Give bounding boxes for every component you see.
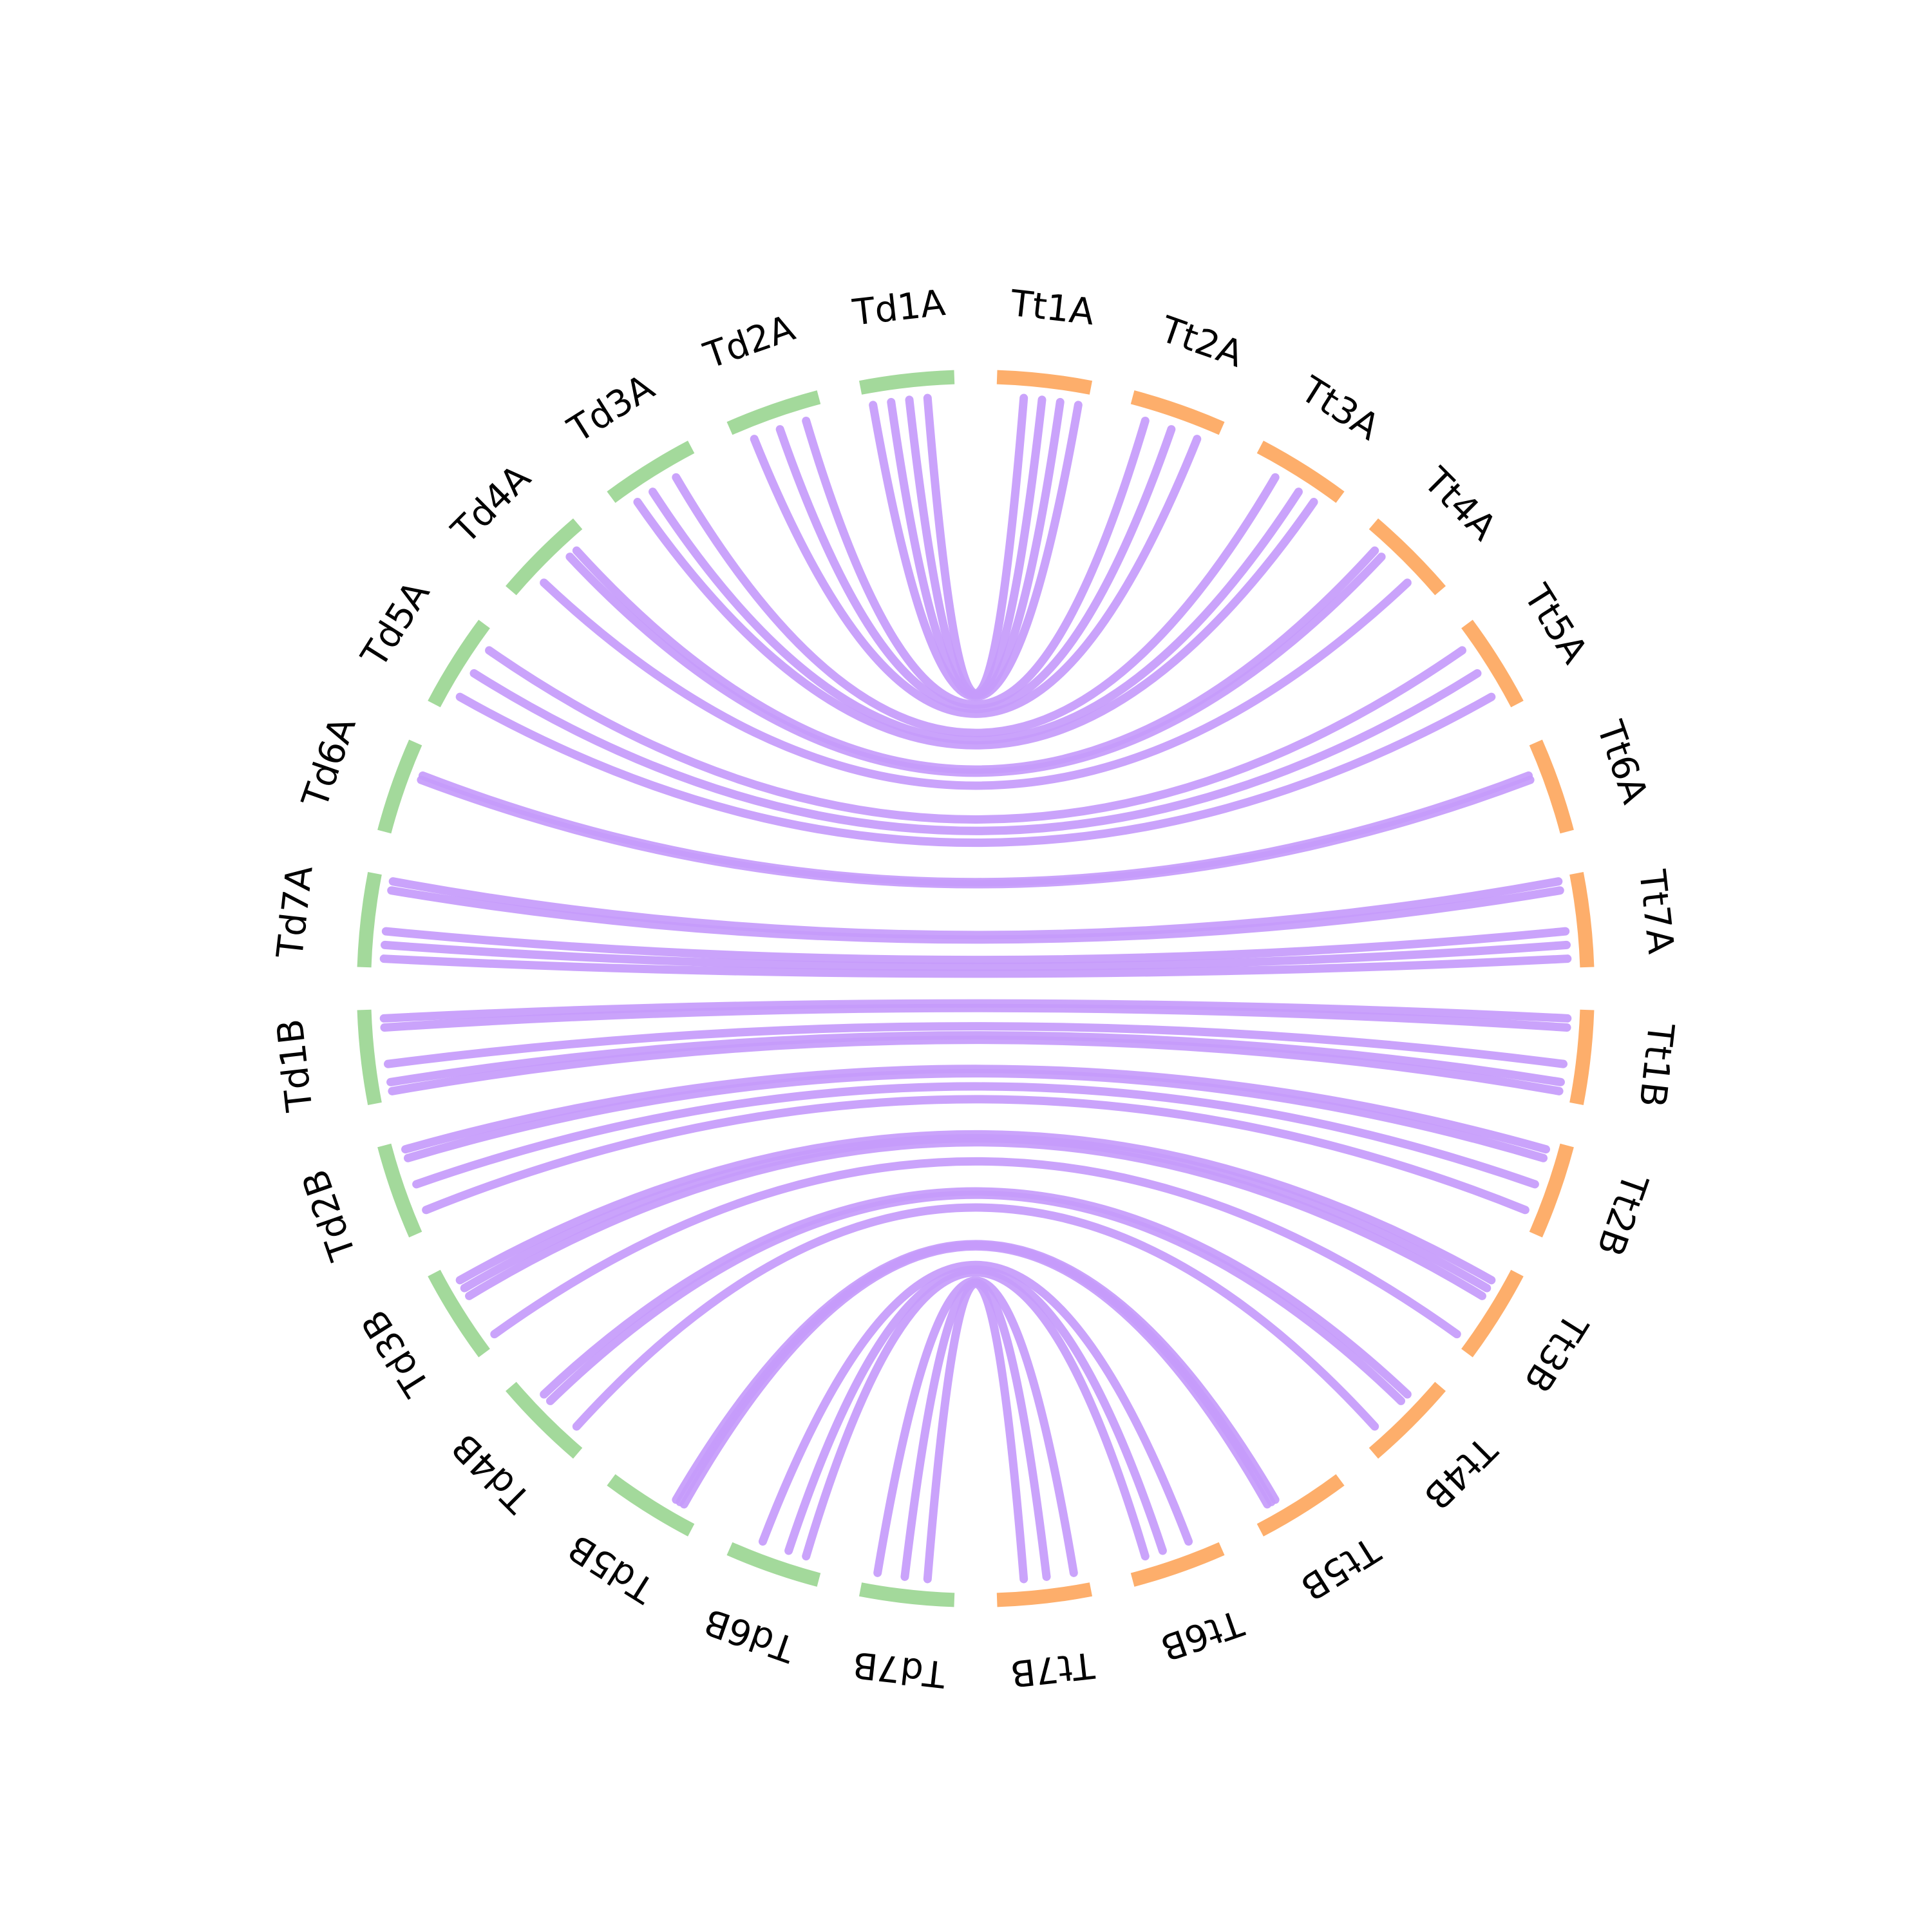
segment-arc-tt7b (996, 1582, 1093, 1607)
segments-layer (357, 370, 1595, 1607)
segment-label-td2b: Td2B (294, 1164, 365, 1266)
segment-label-td3b: Td3B (354, 1303, 439, 1404)
segment-label-tt2b: Tt2B (1589, 1168, 1656, 1261)
segment-arc-tt4a (1368, 518, 1446, 596)
segment-label-td7a: Td7A (269, 864, 321, 961)
segment-arc-tt2b (1529, 1143, 1574, 1238)
segment-arc-td7a (357, 871, 382, 968)
segment-arc-tt1a (996, 370, 1093, 395)
segment-arc-tt2a (1130, 390, 1225, 435)
segment-label-tt7a: Tt7A (1631, 867, 1681, 956)
segment-label-tt1a: Tt1A (1008, 283, 1097, 334)
link-td5b-tt5b-41 (679, 1242, 1272, 1509)
segment-label-tt6a: Tt6A (1588, 715, 1656, 809)
segment-label-td5a: Td5A (353, 574, 438, 675)
segment-label-tt4a: Tt4A (1415, 459, 1504, 549)
segment-label-tt5a: Tt5A (1515, 577, 1596, 671)
link-td5a-tt5a-13 (485, 646, 1466, 824)
segment-arc-td2a (726, 390, 821, 435)
segment-arc-td4b (506, 1381, 583, 1459)
segment-label-tt2a: Tt2A (1155, 308, 1248, 376)
link-td2b-tt2b-31 (422, 1095, 1530, 1215)
segment-label-td4b: Td4B (444, 1425, 539, 1520)
segment-arc-td7b (858, 1582, 955, 1607)
segment-label-td4a: Td4A (444, 457, 539, 552)
link-td1b-tt1b-27 (379, 999, 1572, 1023)
link-td4b-tt4b-38 (572, 1203, 1379, 1431)
link-td2a-tt2a-5 (802, 416, 1150, 709)
link-td3a-tt3a-9 (672, 473, 1280, 737)
segment-arc-td6a (377, 739, 422, 834)
segment-arc-tt5a (1461, 620, 1524, 708)
link-td1b-tt1b-25 (383, 1022, 1568, 1068)
segment-arc-td6b (726, 1542, 821, 1587)
segment-label-td7b: Td7B (851, 1643, 948, 1695)
segment-label-tt7b: Tt7B (1009, 1643, 1097, 1694)
link-td3a-tt3a-7 (633, 498, 1318, 750)
segment-arc-td5a (428, 620, 490, 708)
links-layer (379, 393, 1572, 1584)
segment-arc-td1b (357, 1009, 382, 1106)
link-td2a-tt2a-6 (750, 435, 1202, 718)
link-td2b-tt2b-28 (401, 1065, 1550, 1154)
segment-arc-td2b (377, 1143, 422, 1238)
link-td7a-tt7a-18 (379, 954, 1572, 978)
segment-arc-tt3b (1461, 1269, 1524, 1358)
segment-arc-tt7a (1569, 871, 1595, 968)
segment-arc-td3a (607, 440, 695, 503)
link-td4a-tt4a-10 (540, 578, 1412, 790)
segment-arc-td3b (428, 1269, 490, 1358)
link-td1b-tt1b-24 (386, 1031, 1565, 1086)
segment-label-tt5b: Tt5B (1293, 1528, 1387, 1609)
link-td7a-tt7a-22 (388, 877, 1563, 940)
segment-label-td1b: Td1B (269, 1017, 321, 1114)
link-td6b-tt6b-44 (802, 1268, 1150, 1561)
link-td6b-tt6b-42 (758, 1261, 1193, 1546)
link-td3b-tt3b-35 (490, 1157, 1461, 1339)
segment-arc-tt6b (1130, 1542, 1225, 1587)
segment-arc-td1a (858, 370, 955, 395)
segment-arc-tt6a (1529, 739, 1574, 834)
segment-label-td6a: Td6A (294, 712, 365, 813)
link-td7a-tt7a-21 (387, 886, 1564, 944)
segment-arc-tt4b (1368, 1381, 1446, 1459)
link-td6a-tt6a-17 (417, 775, 1535, 889)
segment-label-tt3b: Tt3B (1515, 1305, 1596, 1399)
link-td1b-tt1b-26 (380, 1003, 1571, 1032)
segment-label-td5b: Td5B (561, 1526, 662, 1611)
segment-label-td6b: Td6B (699, 1600, 800, 1670)
link-td7b-tt7b-46 (900, 1278, 1051, 1581)
segment-label-tt6b: Tt6B (1155, 1601, 1249, 1669)
segment-arc-tt1b (1569, 1009, 1595, 1106)
segment-label-td2a: Td2A (698, 307, 800, 377)
link-td1a-tt1a-3 (923, 393, 1028, 698)
link-td4a-tt4a-12 (572, 546, 1379, 774)
segment-arc-td5b (607, 1474, 695, 1537)
link-td2b-tt2b-30 (412, 1082, 1539, 1189)
segment-label-tt1b: Tt1B (1631, 1021, 1681, 1110)
link-td6b-tt6b-43 (784, 1265, 1167, 1555)
segment-arc-tt3a (1256, 440, 1345, 503)
link-td5a-tt5a-15 (455, 692, 1496, 848)
link-td2b-tt2b-29 (403, 1069, 1548, 1162)
link-td5a-tt5a-14 (469, 669, 1482, 835)
link-td4b-tt4b-36 (540, 1187, 1412, 1399)
link-td4b-tt4b-37 (545, 1190, 1406, 1405)
segment-arc-tt5b (1256, 1474, 1345, 1537)
segment-label-tt4b: Tt4B (1416, 1428, 1505, 1517)
link-td2a-tt2a-4 (775, 425, 1176, 714)
segment-label-td1a: Td1A (850, 282, 947, 334)
link-td7a-tt7a-20 (381, 927, 1570, 965)
segment-label-td3a: Td3A (560, 366, 661, 451)
link-td7b-tt7b-47 (923, 1279, 1028, 1584)
link-td3a-tt3a-8 (649, 488, 1303, 744)
segment-arc-td4a (506, 518, 583, 596)
link-td3b-tt3b-34 (465, 1138, 1486, 1300)
link-td7a-tt7a-19 (380, 940, 1571, 971)
link-td1b-tt1b-23 (388, 1036, 1564, 1095)
segment-label-tt3a: Tt3A (1293, 368, 1387, 449)
